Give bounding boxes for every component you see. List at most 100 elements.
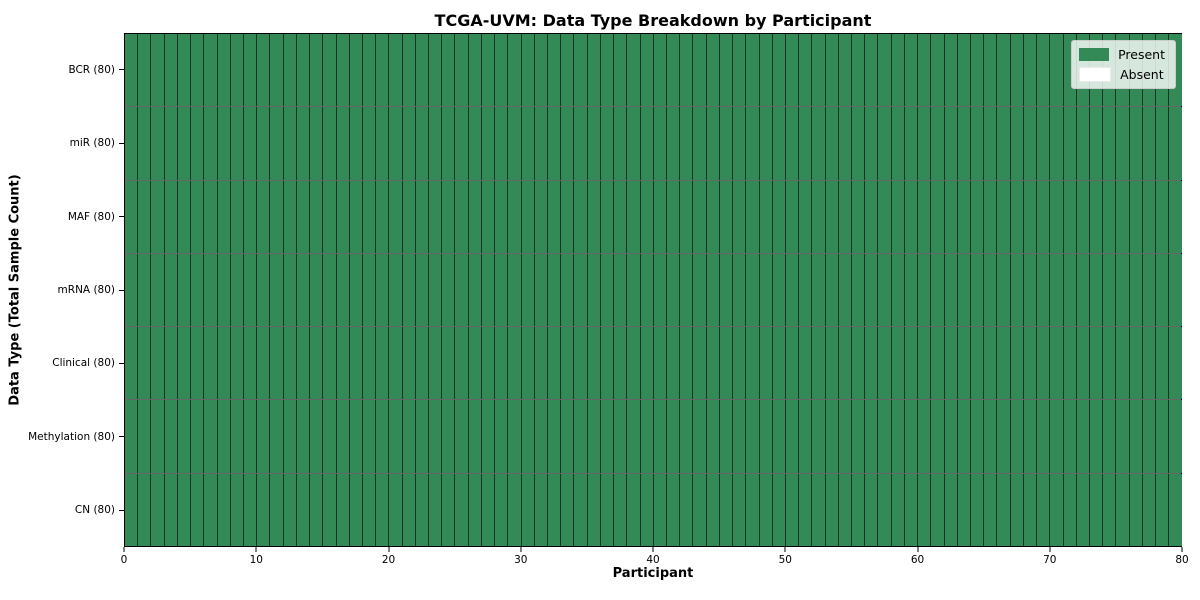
heatmap-cell (852, 400, 866, 473)
x-tick-label: 70 (1043, 554, 1057, 566)
heatmap-cell (548, 327, 562, 400)
heatmap-cell (270, 327, 284, 400)
heatmap-cell (455, 473, 469, 546)
y-tick-mark (119, 142, 124, 144)
heatmap-cell (997, 107, 1011, 180)
heatmap-cell (415, 400, 430, 473)
heatmap-cell (1037, 253, 1051, 327)
heatmap-cell (455, 34, 469, 107)
heatmap-cell (349, 34, 363, 107)
heatmap-cell (1103, 400, 1117, 473)
heatmap-cell (415, 327, 430, 400)
heatmap-row (125, 107, 1182, 181)
heatmap-cell (653, 327, 667, 400)
heatmap-cell (283, 400, 297, 473)
heatmap-cell (904, 400, 919, 473)
heatmap-cell (1076, 327, 1090, 400)
heatmap-cell (442, 107, 456, 180)
heatmap-cell (812, 400, 826, 473)
heatmap-cell (402, 107, 416, 180)
heatmap-cell (1076, 400, 1090, 473)
heatmap-cell (838, 34, 853, 107)
heatmap-cell (534, 34, 548, 107)
heatmap-cell (1023, 34, 1038, 107)
heatmap-cell (759, 34, 773, 107)
heatmap-cell (521, 180, 535, 253)
heatmap-cell (971, 400, 985, 473)
heatmap-cell (125, 107, 139, 180)
heatmap-cell (614, 473, 628, 546)
heatmap-cell (693, 400, 707, 473)
heatmap-cell (825, 400, 839, 473)
heatmap-cell (1010, 253, 1024, 327)
heatmap-cell (719, 180, 734, 253)
heatmap-cell (402, 34, 416, 107)
heatmap-cell (336, 473, 350, 546)
heatmap-cell (733, 180, 747, 253)
heatmap-cell (706, 400, 720, 473)
heatmap-cell (125, 400, 139, 473)
heatmap-cell (971, 180, 985, 253)
y-tick-label: miR (80) (69, 137, 115, 150)
heatmap-cell (693, 180, 707, 253)
heatmap-cell (204, 180, 218, 253)
heatmap-cell (349, 400, 363, 473)
heatmap-cell (1103, 473, 1117, 546)
heatmap-cell (587, 180, 601, 253)
y-axis-ticks: BCR (80) miR (80) MAF (80) mRNA (80) Clinica… (0, 33, 124, 547)
x-tick-label: 60 (910, 554, 925, 566)
heatmap-cell (125, 34, 139, 107)
heatmap-cell (1116, 253, 1130, 327)
heatmap-cell (918, 107, 932, 180)
heatmap-cell (138, 327, 152, 400)
heatmap-cell (415, 107, 430, 180)
x-tick-mark (255, 547, 257, 552)
heatmap-cell (548, 107, 562, 180)
heatmap-cell (733, 34, 747, 107)
heatmap-cell (296, 180, 311, 253)
heatmap-cell (1142, 180, 1157, 253)
heatmap-cell (706, 473, 720, 546)
heatmap-cell (865, 400, 879, 473)
heatmap-cell (521, 400, 535, 473)
heatmap-cell (389, 473, 403, 546)
heatmap-cell (376, 400, 390, 473)
heatmap-cell (310, 473, 324, 546)
x-axis-label: Participant (612, 566, 694, 581)
heatmap-cell (971, 473, 985, 546)
heatmap-cell (666, 34, 681, 107)
heatmap-cell (1050, 107, 1064, 180)
heatmap-cell (931, 180, 945, 253)
heatmap-cell (825, 253, 839, 327)
heatmap-row (125, 473, 1182, 546)
heatmap-cell (785, 107, 800, 180)
heatmap-cell (865, 180, 879, 253)
heatmap-cell (508, 107, 522, 180)
heatmap-cell (508, 400, 522, 473)
heatmap-cell (1010, 473, 1024, 546)
heatmap-cell (257, 107, 271, 180)
heatmap-cell (706, 327, 720, 400)
heatmap-cell (772, 473, 786, 546)
heatmap-cell (904, 180, 919, 253)
heatmap-cell (1116, 327, 1130, 400)
heatmap-cell (1142, 327, 1157, 400)
heatmap-cell (257, 180, 271, 253)
heatmap-cell (825, 34, 839, 107)
heatmap-cell (1169, 107, 1182, 180)
y-tick-label: CN (80) (74, 504, 115, 517)
y-tick-label: MAF (80) (67, 210, 115, 223)
heatmap-cell (1129, 400, 1143, 473)
x-tick-label: 80 (1175, 554, 1189, 566)
heatmap-cell (138, 400, 152, 473)
heatmap-cell (852, 34, 866, 107)
heatmap-cell (151, 253, 165, 327)
heatmap-cell (997, 253, 1011, 327)
heatmap-cell (217, 34, 231, 107)
heatmap-cell (865, 34, 879, 107)
heatmap-cell (349, 473, 363, 546)
heatmap-cell (138, 107, 152, 180)
heatmap-cell (785, 253, 800, 327)
heatmap-cell (838, 473, 853, 546)
